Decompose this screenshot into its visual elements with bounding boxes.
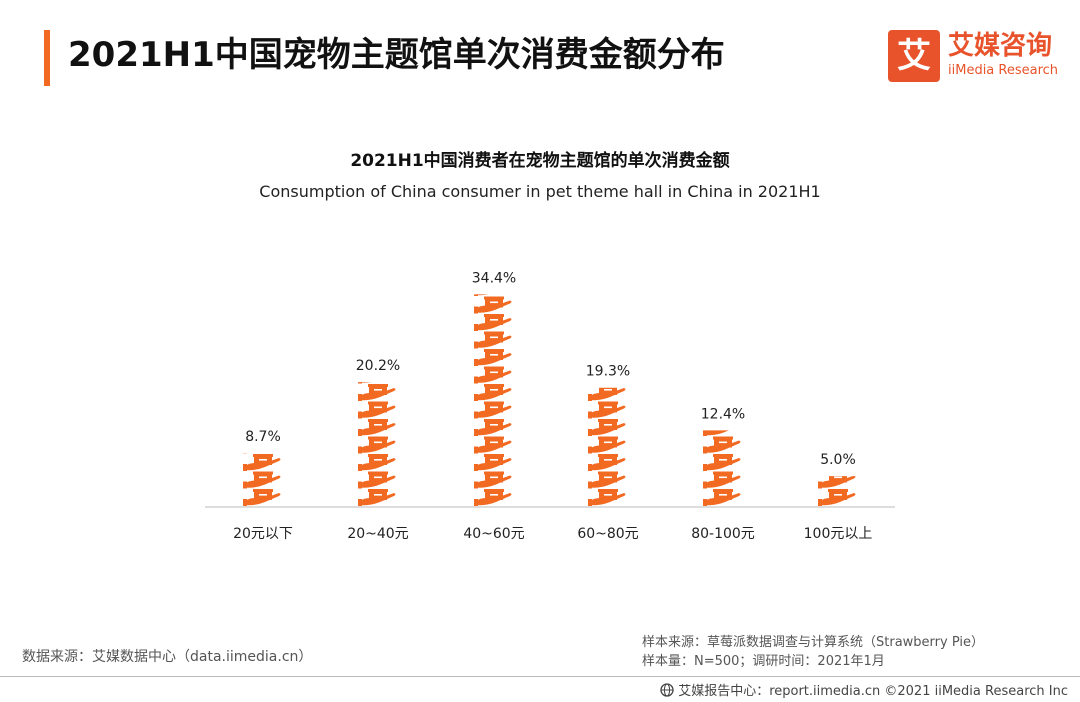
footer-divider: [0, 676, 1080, 677]
x-tick-label: 20元以下: [233, 526, 293, 542]
chart-subtitle: Consumption of China consumer in pet the…: [259, 182, 821, 201]
sample-size: 样本量：N=500；调研时间：2021年1月: [642, 654, 885, 669]
logo-name-en: iiMedia Research: [948, 63, 1059, 78]
bar: [358, 382, 396, 506]
data-label: 19.3%: [586, 364, 630, 380]
logo-mark: 艾: [888, 30, 940, 82]
logo-name-cn: 艾媒咨询: [948, 31, 1053, 61]
iimedia-logo: 艾 艾媒咨询 iiMedia Research: [888, 30, 1068, 84]
data-source: 数据来源：艾媒数据中心（data.iimedia.cn）: [22, 649, 313, 665]
data-label: 20.2%: [356, 358, 400, 374]
data-label: 12.4%: [701, 406, 745, 422]
x-tick-label: 100元以上: [804, 526, 873, 542]
page-title: 2021H1中国宠物主题馆单次消费金额分布: [68, 35, 725, 75]
bar: [588, 387, 626, 506]
x-tick-label: 40~60元: [463, 526, 524, 542]
bar: [703, 430, 741, 506]
bar: [818, 476, 856, 506]
globe-icon: [660, 683, 674, 697]
bar: [243, 453, 281, 506]
x-tick-label: 80-100元: [691, 526, 755, 542]
sample-info: 样本来源：草莓派数据调查与计算系统（Strawberry Pie） 样本量：N=…: [642, 633, 1062, 671]
footer: 艾媒报告中心：report.iimedia.cn ©2021 iiMedia R…: [660, 680, 1068, 699]
data-label: 34.4%: [472, 270, 516, 286]
sample-source: 样本来源：草莓派数据调查与计算系统（Strawberry Pie）: [642, 635, 984, 650]
x-tick-label: 20~40元: [347, 526, 408, 542]
bar: [474, 294, 512, 506]
footer-text: 艾媒报告中心：report.iimedia.cn ©2021 iiMedia R…: [678, 684, 1068, 699]
x-tick-label: 60~80元: [577, 526, 638, 542]
data-label: 5.0%: [820, 452, 856, 468]
data-label: 8.7%: [245, 429, 281, 445]
chart-title: 2021H1中国消费者在宠物主题馆的单次消费金额: [350, 151, 730, 171]
title-accent-bar: [44, 30, 50, 86]
